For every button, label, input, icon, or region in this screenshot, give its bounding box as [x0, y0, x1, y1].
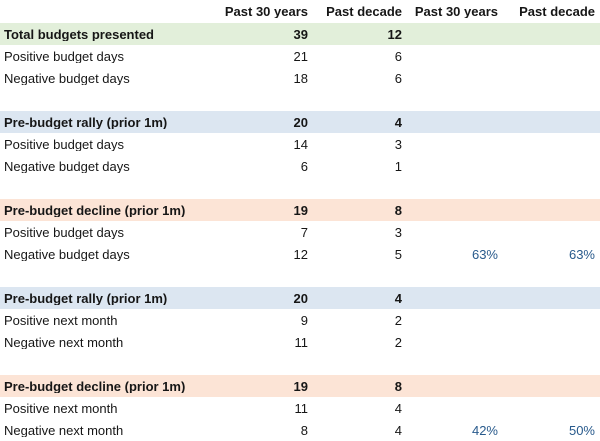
value-cell: 8 [394, 379, 402, 393]
value-cell: 4 [394, 115, 402, 129]
row-label: Negative next month [4, 335, 124, 349]
value-cell: 19 [293, 379, 308, 393]
percentage-cell: 42% [471, 423, 498, 437]
spacer-row [0, 177, 600, 199]
row-label: Negative budget days [4, 159, 130, 173]
percentage-cell: 50% [568, 423, 595, 437]
value-cell: 4 [394, 291, 402, 305]
data-row-positive-budget-days: Positive budget days 7 3 [0, 221, 600, 243]
value-cell: 4 [394, 401, 402, 415]
section-title: Pre-budget rally (prior 1m) [4, 291, 168, 305]
value-cell: 6 [394, 71, 402, 85]
column-header-row: Past 30 years Past decade Past 30 years … [0, 0, 600, 23]
value-cell: 1 [394, 159, 402, 173]
value-cell: 12 [293, 247, 308, 261]
data-row-positive-next-month: Positive next month 11 4 [0, 397, 600, 419]
row-label: Negative next month [4, 423, 124, 437]
row-label: Negative budget days [4, 247, 130, 261]
data-row-negative-budget-days: Negative budget days 6 1 [0, 155, 600, 177]
data-row-positive-budget-days: Positive budget days 21 6 [0, 45, 600, 67]
value-cell: 20 [293, 115, 308, 129]
data-row-negative-budget-days: Negative budget days 18 6 [0, 67, 600, 89]
spacer-row [0, 265, 600, 287]
value-cell: 7 [300, 225, 308, 239]
value-cell: 6 [394, 49, 402, 63]
percentage-cell: 63% [471, 247, 498, 261]
row-label: Positive next month [4, 401, 118, 415]
value-cell: 4 [394, 423, 402, 437]
section-header-row-pre-budget-rally-2: Pre-budget rally (prior 1m) 20 4 [0, 287, 600, 309]
value-cell: 3 [394, 137, 402, 151]
value-cell: 21 [293, 49, 308, 63]
section-header-row-total-budgets: Total budgets presented 39 12 [0, 23, 600, 45]
value-cell: 14 [293, 137, 308, 151]
spacer-row [0, 89, 600, 111]
data-row-negative-next-month: Negative next month 11 2 [0, 331, 600, 353]
value-cell: 11 [294, 401, 309, 415]
section-header-row-pre-budget-decline-1: Pre-budget decline (prior 1m) 19 8 [0, 199, 600, 221]
value-cell: 20 [293, 291, 308, 305]
value-cell: 19 [293, 203, 308, 217]
row-label: Positive budget days [4, 225, 124, 239]
column-header-past-30-years-1: Past 30 years [224, 5, 308, 18]
data-row-negative-next-month: Negative next month 8 4 42% 50% [0, 419, 600, 441]
value-cell: 8 [300, 423, 308, 437]
value-cell: 9 [300, 313, 308, 327]
section-header-row-pre-budget-rally-1: Pre-budget rally (prior 1m) 20 4 [0, 111, 600, 133]
value-cell: 39 [293, 27, 308, 41]
data-row-positive-next-month: Positive next month 9 2 [0, 309, 600, 331]
section-title: Total budgets presented [4, 27, 154, 41]
row-label: Positive budget days [4, 137, 124, 151]
column-header-past-30-years-2: Past 30 years [414, 5, 498, 18]
section-title: Pre-budget decline (prior 1m) [4, 379, 186, 393]
row-label: Negative budget days [4, 71, 130, 85]
value-cell: 11 [294, 335, 309, 349]
value-cell: 6 [300, 159, 308, 173]
value-cell: 18 [293, 71, 308, 85]
row-label: Positive budget days [4, 49, 124, 63]
value-cell: 5 [394, 247, 402, 261]
column-header-past-decade-1: Past decade [326, 5, 402, 18]
data-row-negative-budget-days: Negative budget days 12 5 63% 63% [0, 243, 600, 265]
value-cell: 2 [394, 335, 402, 349]
column-header-past-decade-2: Past decade [519, 5, 595, 18]
section-title: Pre-budget rally (prior 1m) [4, 115, 168, 129]
data-row-positive-budget-days: Positive budget days 14 3 [0, 133, 600, 155]
value-cell: 2 [394, 313, 402, 327]
value-cell: 3 [394, 225, 402, 239]
spacer-row [0, 353, 600, 375]
row-label: Positive next month [4, 313, 118, 327]
value-cell: 12 [387, 27, 402, 41]
percentage-cell: 63% [568, 247, 595, 261]
section-header-row-pre-budget-decline-2: Pre-budget decline (prior 1m) 19 8 [0, 375, 600, 397]
value-cell: 8 [394, 203, 402, 217]
section-title: Pre-budget decline (prior 1m) [4, 203, 186, 217]
